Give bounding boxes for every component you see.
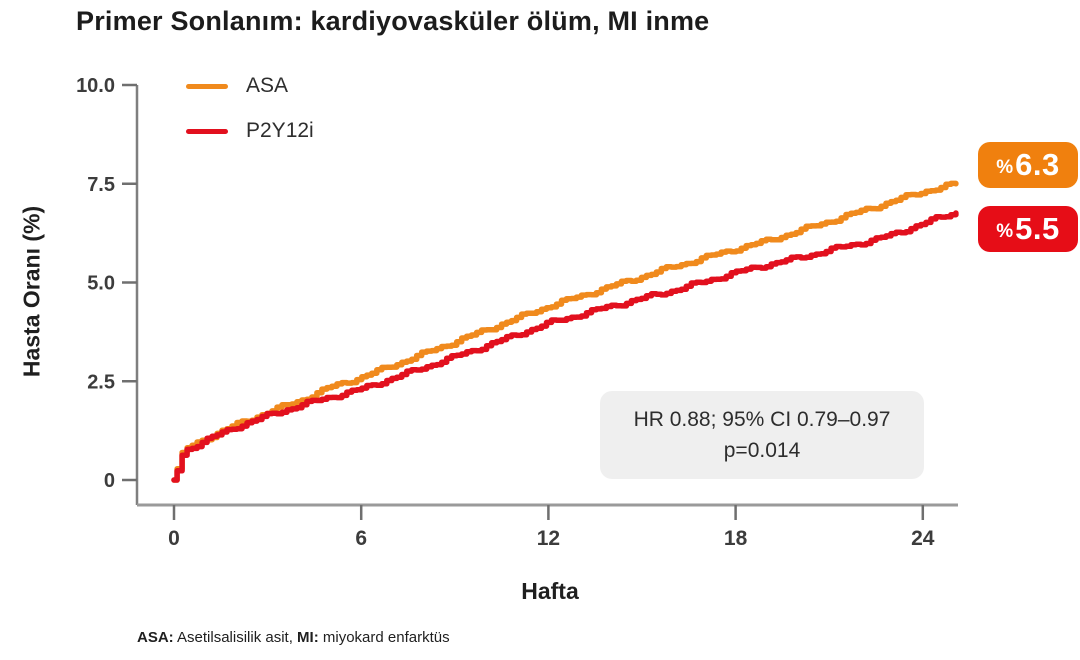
hazard-ratio-annotation: HR 0.88; 95% CI 0.79–0.97 p=0.014 [600, 391, 924, 479]
percent-sign: % [996, 157, 1014, 178]
legend-item-asa: ASA [186, 72, 314, 100]
footnote: ASA: Asetilsalisilik asit, MI: miyokard … [137, 629, 450, 646]
y-tick-label: 7.5 [87, 174, 115, 196]
hr-ci-text: HR 0.88; 95% CI 0.79–0.97 [633, 408, 891, 431]
y-tick-label: 5.0 [87, 273, 115, 295]
x-tick-label: 18 [724, 527, 748, 550]
asa-endpoint-badge: % 6.3 [978, 142, 1078, 188]
footnote-abbr-asa: ASA: [137, 629, 174, 646]
x-tick-label: 24 [911, 527, 935, 550]
y-tick-label: 10.0 [76, 75, 115, 97]
percent-sign: % [996, 221, 1014, 242]
p-value-text: p=0.014 [723, 439, 801, 462]
footnote-abbr-mi: MI: [297, 629, 319, 646]
asa-curve [171, 180, 959, 483]
y-axis-label: Hasta Oranı (%) [18, 205, 45, 378]
x-tick-label: 6 [355, 527, 367, 550]
p2y12i-curve [171, 210, 959, 483]
p2y12i-endpoint-badge: % 5.5 [978, 206, 1078, 252]
footnote-mi-definition: miyokard enfarktüs [318, 629, 450, 646]
legend: ASA P2Y12i [186, 72, 314, 162]
asa-line-swatch [186, 83, 228, 89]
footnote-asa-definition: Asetilsalisilik asit, [173, 629, 298, 646]
legend-item-p2y12i: P2Y12i [186, 117, 314, 145]
y-tick-label: 2.5 [87, 371, 115, 393]
page-title: Primer Sonlanım: kardiyovasküler ölüm, M… [76, 6, 710, 36]
legend-label-asa: ASA [246, 74, 289, 97]
legend-label-p2y12i: P2Y12i [246, 119, 314, 142]
asa-endpoint-value: 6.3 [1015, 147, 1060, 182]
p2y12i-endpoint-value: 5.5 [1015, 211, 1060, 246]
x-axis-label: Hafta [521, 578, 579, 604]
x-tick-label: 12 [537, 527, 560, 550]
x-tick-label: 0 [168, 527, 180, 550]
y-tick-label: 0 [104, 470, 115, 492]
p2y12i-line-swatch [186, 128, 228, 134]
